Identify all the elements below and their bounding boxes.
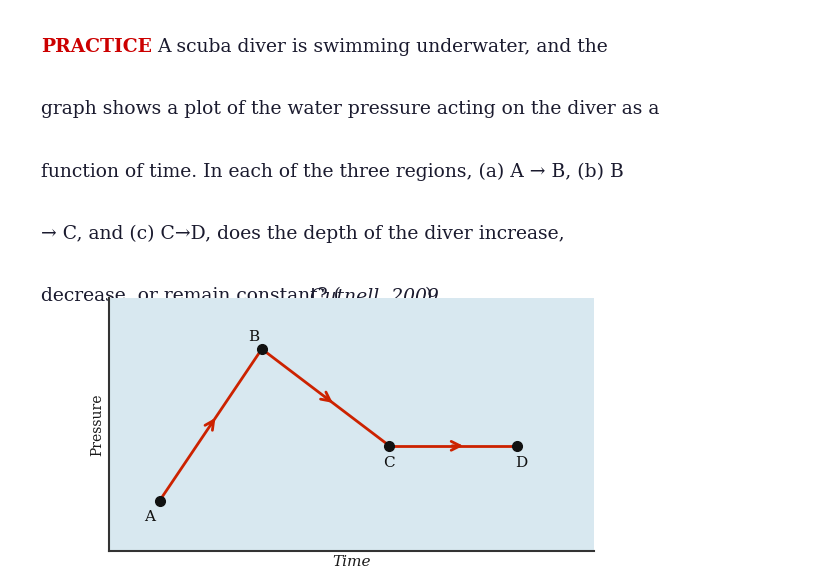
Text: C: C: [384, 456, 395, 471]
Text: B: B: [248, 330, 260, 344]
Text: A: A: [144, 510, 155, 523]
Y-axis label: Pressure: Pressure: [90, 394, 104, 456]
Text: D: D: [515, 456, 528, 471]
Text: ): ): [425, 287, 432, 305]
Text: graph shows a plot of the water pressure acting on the diver as a: graph shows a plot of the water pressure…: [41, 100, 659, 118]
Text: Cutnell, 2009: Cutnell, 2009: [309, 287, 438, 305]
Text: → C, and (c) C→D, does the depth of the diver increase,: → C, and (c) C→D, does the depth of the …: [41, 225, 564, 243]
Text: A scuba diver is swimming underwater, and the: A scuba diver is swimming underwater, an…: [157, 38, 608, 56]
X-axis label: Time: Time: [332, 555, 370, 569]
Text: PRACTICE: PRACTICE: [41, 38, 152, 56]
Text: decrease, or remain constant? (: decrease, or remain constant? (: [41, 287, 341, 305]
Text: function of time. In each of the three regions, (a) A → B, (b) B: function of time. In each of the three r…: [41, 162, 624, 181]
